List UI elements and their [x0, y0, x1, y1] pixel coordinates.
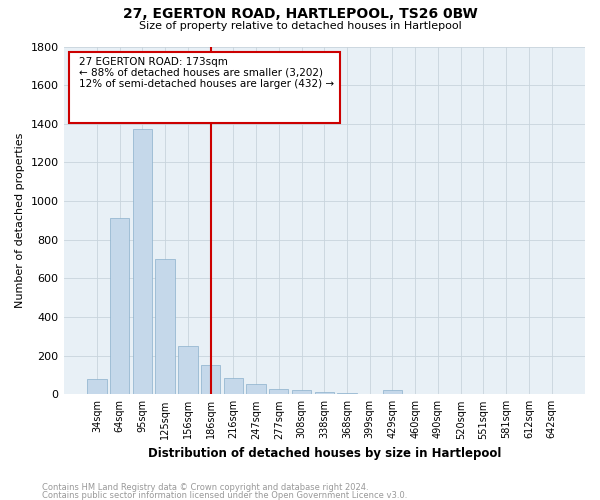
Bar: [155, 259, 175, 394]
Text: 27, EGERTON ROAD, HARTLEPOOL, TS26 0BW: 27, EGERTON ROAD, HARTLEPOOL, TS26 0BW: [122, 8, 478, 22]
X-axis label: Distribution of detached houses by size in Hartlepool: Distribution of detached houses by size …: [148, 447, 501, 460]
Text: Size of property relative to detached houses in Hartlepool: Size of property relative to detached ho…: [139, 21, 461, 31]
Bar: [178, 346, 197, 395]
Bar: [224, 378, 243, 394]
Bar: [201, 366, 220, 394]
Bar: [383, 390, 402, 394]
Text: 27 EGERTON ROAD: 173sqm: 27 EGERTON ROAD: 173sqm: [79, 57, 228, 67]
FancyBboxPatch shape: [69, 52, 340, 123]
Y-axis label: Number of detached properties: Number of detached properties: [15, 132, 25, 308]
Text: Contains public sector information licensed under the Open Government Licence v3: Contains public sector information licen…: [42, 491, 407, 500]
Text: Contains HM Land Registry data © Crown copyright and database right 2024.: Contains HM Land Registry data © Crown c…: [42, 484, 368, 492]
Bar: [133, 128, 152, 394]
Bar: [110, 218, 130, 394]
Bar: [314, 392, 334, 394]
Text: ← 88% of detached houses are smaller (3,202): ← 88% of detached houses are smaller (3,…: [79, 68, 323, 78]
Text: 12% of semi-detached houses are larger (432) →: 12% of semi-detached houses are larger (…: [79, 79, 334, 89]
Bar: [292, 390, 311, 394]
Bar: [269, 388, 289, 394]
Bar: [247, 384, 266, 394]
Bar: [87, 379, 107, 394]
